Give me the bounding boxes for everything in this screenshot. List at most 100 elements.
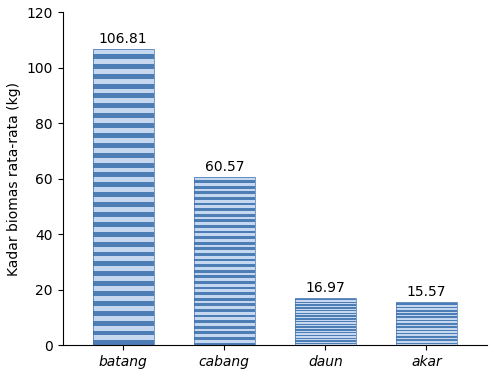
Bar: [194, 183, 254, 186]
Bar: [295, 334, 356, 335]
Bar: [93, 123, 154, 128]
Bar: [194, 298, 254, 300]
Bar: [194, 219, 254, 222]
Bar: [295, 308, 356, 309]
Bar: [295, 325, 356, 326]
Text: 60.57: 60.57: [205, 160, 244, 174]
Bar: [93, 83, 154, 88]
Bar: [194, 278, 254, 281]
Bar: [93, 187, 154, 192]
Bar: [93, 74, 154, 79]
Bar: [93, 173, 154, 177]
Bar: [295, 328, 356, 329]
Bar: [93, 99, 154, 103]
Bar: [194, 270, 254, 273]
Bar: [93, 158, 154, 162]
Bar: [93, 148, 154, 153]
Bar: [396, 318, 457, 319]
Bar: [93, 177, 154, 182]
Bar: [194, 295, 254, 298]
Bar: [295, 311, 356, 312]
Bar: [194, 211, 254, 214]
Bar: [194, 177, 254, 180]
Bar: [295, 343, 356, 344]
Bar: [396, 316, 457, 317]
Bar: [93, 286, 154, 291]
Bar: [295, 332, 356, 333]
Bar: [194, 228, 254, 230]
Bar: [194, 222, 254, 225]
Bar: [396, 310, 457, 311]
Bar: [396, 330, 457, 331]
Bar: [396, 321, 457, 322]
Bar: [295, 298, 356, 345]
Bar: [396, 315, 457, 316]
Bar: [194, 203, 254, 205]
Bar: [93, 138, 154, 143]
Bar: [194, 323, 254, 326]
Bar: [93, 69, 154, 74]
Bar: [194, 337, 254, 340]
Bar: [295, 329, 356, 330]
Bar: [93, 301, 154, 306]
Bar: [295, 303, 356, 304]
Bar: [194, 208, 254, 211]
Bar: [295, 335, 356, 336]
Bar: [194, 217, 254, 219]
Bar: [93, 276, 154, 281]
Bar: [396, 339, 457, 340]
Bar: [93, 311, 154, 316]
Bar: [93, 227, 154, 232]
Bar: [295, 331, 356, 332]
Bar: [194, 191, 254, 194]
Bar: [194, 306, 254, 309]
Bar: [396, 327, 457, 328]
Bar: [396, 335, 457, 336]
Bar: [93, 202, 154, 207]
Bar: [93, 321, 154, 326]
Bar: [295, 326, 356, 327]
Bar: [396, 326, 457, 327]
Bar: [93, 340, 154, 345]
Bar: [295, 340, 356, 341]
Bar: [396, 305, 457, 306]
Bar: [295, 314, 356, 315]
Bar: [396, 331, 457, 332]
Bar: [194, 186, 254, 188]
Bar: [295, 344, 356, 345]
Bar: [93, 168, 154, 173]
Bar: [295, 330, 356, 331]
Bar: [93, 64, 154, 69]
Bar: [396, 312, 457, 313]
Bar: [295, 323, 356, 324]
Bar: [93, 212, 154, 217]
Bar: [295, 339, 356, 340]
Bar: [194, 200, 254, 203]
Bar: [295, 320, 356, 321]
Bar: [93, 217, 154, 222]
Bar: [194, 264, 254, 267]
Bar: [93, 207, 154, 212]
Bar: [295, 313, 356, 314]
Bar: [295, 310, 356, 311]
Bar: [396, 334, 457, 335]
Bar: [295, 306, 356, 307]
Bar: [194, 205, 254, 208]
Bar: [93, 103, 154, 108]
Bar: [93, 197, 154, 202]
Bar: [194, 331, 254, 334]
Bar: [295, 341, 356, 342]
Bar: [93, 261, 154, 266]
Bar: [295, 305, 356, 306]
Bar: [93, 79, 154, 83]
Bar: [93, 326, 154, 331]
Bar: [93, 281, 154, 286]
Bar: [194, 320, 254, 323]
Bar: [93, 59, 154, 64]
Bar: [194, 256, 254, 259]
Bar: [93, 237, 154, 242]
Bar: [93, 128, 154, 133]
Bar: [194, 250, 254, 253]
Bar: [295, 321, 356, 322]
Bar: [194, 315, 254, 317]
